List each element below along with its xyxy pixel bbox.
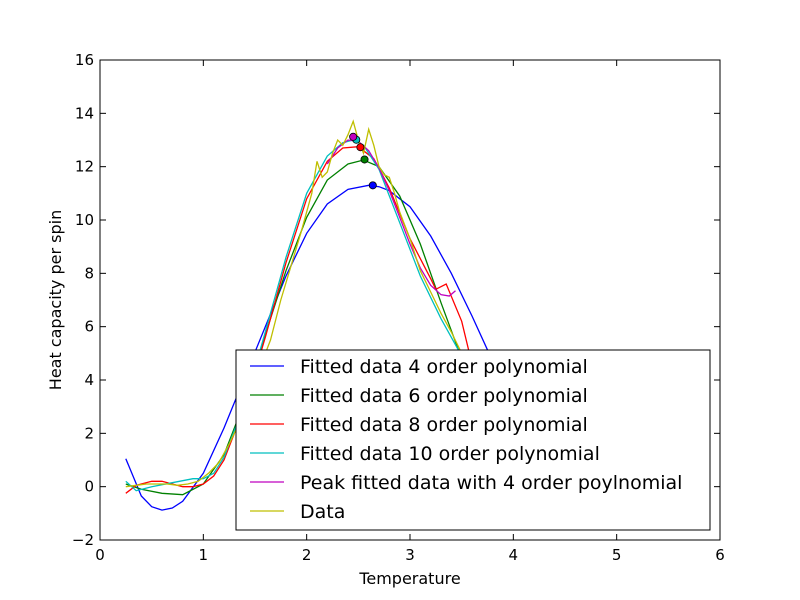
peak-point-2 <box>356 143 365 152</box>
legend-label-1: Fitted data 6 order polynomial <box>300 385 588 407</box>
series-line-4 <box>326 139 456 297</box>
legend-label-5: Data <box>300 501 345 523</box>
y-tick-label-7: 12 <box>75 158 94 176</box>
series-line-3 <box>125 139 473 492</box>
y-tick-label-4: 6 <box>84 318 94 336</box>
y-tick-label-2: 2 <box>84 424 94 442</box>
x-tick-label-3: 3 <box>405 546 415 564</box>
peak-points-layer <box>349 132 377 190</box>
legend-label-2: Fitted data 8 order polynomial <box>300 414 588 436</box>
y-axis-label: Heat capacity per spin <box>46 210 65 390</box>
legend: Fitted data 4 order polynomial Fitted dat… <box>235 349 711 531</box>
y-tick-label-3: 4 <box>84 371 94 389</box>
x-tick-label-4: 4 <box>509 546 519 564</box>
y-tick-label-0: −2 <box>72 531 94 549</box>
x-tick-label-2: 2 <box>302 546 312 564</box>
legend-label-4: Peak fitted data with 4 order poylnomial <box>300 472 682 494</box>
y-tick-label-6: 10 <box>75 211 94 229</box>
peak-point-1 <box>360 155 369 164</box>
x-tick-label-1: 1 <box>199 546 209 564</box>
y-tick-label-9: 16 <box>75 51 94 69</box>
peak-point-4 <box>349 132 358 141</box>
legend-box <box>235 349 711 531</box>
legend-label-0: Fitted data 4 order polynomial <box>300 356 588 378</box>
series-line-5 <box>125 119 473 488</box>
legend-label-3: Fitted data 10 order polynomial <box>300 443 600 465</box>
x-tick-label-6: 6 <box>715 546 725 564</box>
series-layer <box>125 119 535 511</box>
y-tick-label-1: 0 <box>84 478 94 496</box>
x-axis-label: Temperature <box>358 569 460 588</box>
x-tick-label-0: 0 <box>95 546 105 564</box>
y-tick-label-5: 8 <box>84 264 94 282</box>
series-line-0 <box>125 184 535 511</box>
x-tick-label-5: 5 <box>612 546 622 564</box>
peak-point-0 <box>368 181 377 190</box>
series-line-1 <box>125 159 483 496</box>
y-tick-label-8: 14 <box>75 104 94 122</box>
